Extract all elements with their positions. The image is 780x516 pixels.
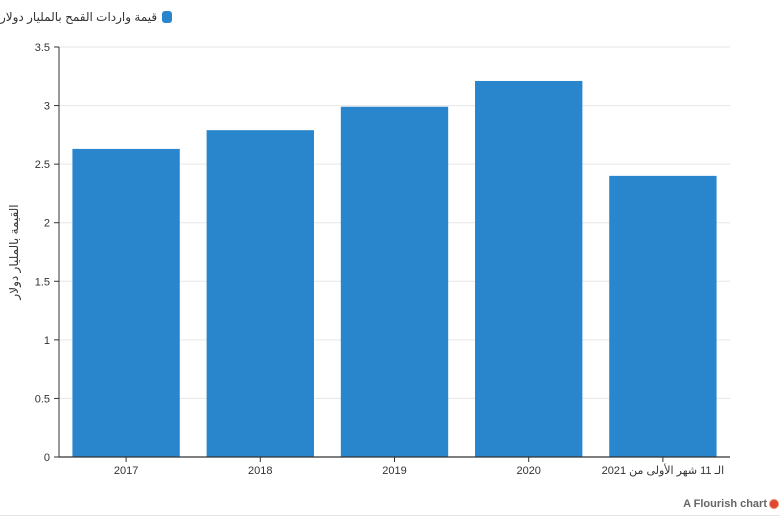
bar-1[interactable] — [206, 130, 314, 457]
y-tick-label-0: 0 — [44, 452, 50, 464]
flourish-credit-link[interactable]: A Flourish chart — [683, 498, 778, 510]
bar-4[interactable] — [609, 175, 717, 457]
x-tick-label-1: 2018 — [248, 465, 272, 477]
x-tick-label-4: الـ 11 شهر الأولى من 2021 — [602, 463, 725, 477]
y-tick-label-5: 2.5 — [35, 159, 50, 171]
axes: 0 0.5 1 1.5 2 2.5 3 3.5 2017 2018 2019 2020 الـ 11 ش… — [35, 42, 730, 477]
y-tick-label-2: 1 — [44, 335, 50, 347]
bar-2[interactable] — [340, 106, 449, 457]
legend-swatch — [162, 11, 173, 23]
y-tick-label-1: 0.5 — [35, 393, 50, 405]
flourish-logo-icon — [770, 500, 778, 508]
x-tick-label-2: 2019 — [382, 465, 406, 477]
x-tick-label-3: 2020 — [516, 465, 540, 477]
legend-label: قيمة واردات القمح بالمليار دولار — [0, 10, 158, 24]
bar-0[interactable] — [72, 148, 180, 457]
y-tick-label-6: 3 — [44, 101, 50, 113]
bar-3[interactable] — [475, 80, 583, 457]
y-tick-label-4: 2 — [44, 218, 50, 230]
credit-text: A Flourish chart — [683, 498, 767, 510]
y-tick-label-3: 1.5 — [35, 276, 50, 288]
y-axis-title: القيمة بالمليار دولار — [7, 204, 22, 300]
x-tick-label-0: 2017 — [114, 465, 138, 477]
y-tick-label-7: 3.5 — [35, 42, 50, 54]
chart-legend[interactable]: قيمة واردات القمح بالمليار دولار — [0, 10, 173, 24]
bars — [72, 80, 717, 457]
